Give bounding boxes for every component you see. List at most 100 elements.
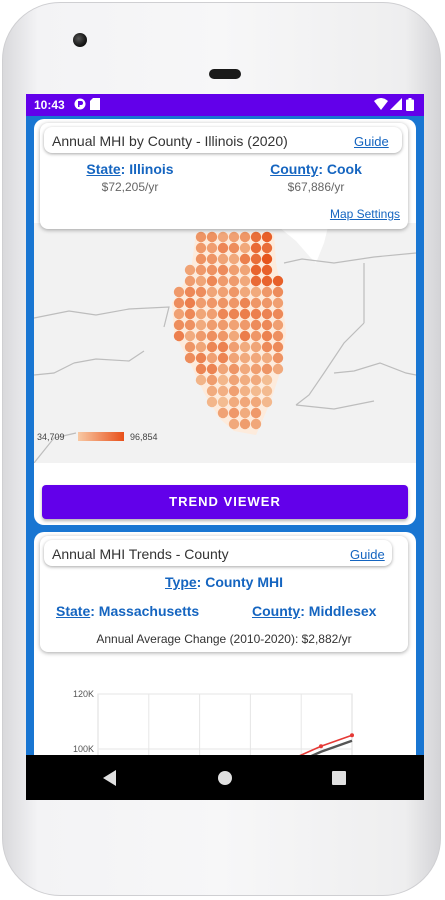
county-dot-116[interactable] <box>217 374 229 386</box>
county-dot-26[interactable] <box>239 264 251 276</box>
county-dot-59[interactable] <box>184 308 196 320</box>
county-dot-1[interactable] <box>206 231 218 243</box>
county-dot-27[interactable] <box>250 264 262 276</box>
type-selector[interactable]: Type: County MHI <box>165 574 283 590</box>
county-dot-54[interactable] <box>239 297 251 309</box>
county-dot-55[interactable] <box>250 297 262 309</box>
county-dot-64[interactable] <box>239 308 251 320</box>
county-dot-13[interactable] <box>261 242 273 254</box>
trend-state-selector[interactable]: State: Massachusetts <box>56 603 200 619</box>
series-point-4[interactable] <box>350 733 354 738</box>
county-dot-134[interactable] <box>228 407 240 419</box>
county-dot-51[interactable] <box>206 297 218 309</box>
county-dot-114[interactable] <box>195 374 207 386</box>
county-dot-20[interactable] <box>261 253 273 265</box>
county-dot-34[interactable] <box>239 275 251 287</box>
trend-viewer-button[interactable]: TREND VIEWER <box>42 485 408 519</box>
type-label[interactable]: Type <box>165 574 197 590</box>
county-dot-100[interactable] <box>217 352 229 364</box>
county-dot-119[interactable] <box>250 374 262 386</box>
trend-county-selector[interactable]: County: Middlesex <box>252 603 377 619</box>
county-dot-94[interactable] <box>250 341 262 353</box>
trend-county-label[interactable]: County <box>252 603 301 619</box>
county-dot-52[interactable] <box>217 297 229 309</box>
county-dot-86[interactable] <box>261 330 273 342</box>
county-dot-129[interactable] <box>228 396 240 408</box>
county-dot-19[interactable] <box>250 253 262 265</box>
county-dot-74[interactable] <box>239 319 251 331</box>
county-dot-123[interactable] <box>228 385 240 397</box>
county-dot-60[interactable] <box>195 308 207 320</box>
county-dot-109[interactable] <box>228 363 240 375</box>
county-dot-128[interactable] <box>217 396 229 408</box>
trend-county-value[interactable]: Middlesex <box>308 603 377 619</box>
county-dot-45[interactable] <box>250 286 262 298</box>
back-icon[interactable] <box>103 770 117 786</box>
map-guide-link[interactable]: Guide <box>354 134 389 149</box>
county-dot-69[interactable] <box>184 319 196 331</box>
county-dot-78[interactable] <box>173 330 185 342</box>
county-dot-57[interactable] <box>272 297 284 309</box>
county-dot-18[interactable] <box>239 253 251 265</box>
county-dot-0[interactable] <box>195 231 207 243</box>
county-dot-65[interactable] <box>250 308 262 320</box>
county-dot-56[interactable] <box>261 297 273 309</box>
county-dot-15[interactable] <box>206 253 218 265</box>
county-dot-89[interactable] <box>195 341 207 353</box>
county-dot-24[interactable] <box>217 264 229 276</box>
county-dot-107[interactable] <box>206 363 218 375</box>
county-dot-68[interactable] <box>173 319 185 331</box>
county-dot-12[interactable] <box>250 242 262 254</box>
county-dot-22[interactable] <box>195 264 207 276</box>
county-dot-111[interactable] <box>250 363 262 375</box>
county-dot-8[interactable] <box>206 242 218 254</box>
county-dot-44[interactable] <box>239 286 251 298</box>
county-dot-138[interactable] <box>239 418 251 430</box>
county-dot-95[interactable] <box>261 341 273 353</box>
county-dot-10[interactable] <box>228 242 240 254</box>
county-dot-132[interactable] <box>261 396 273 408</box>
county-dot-103[interactable] <box>250 352 262 364</box>
county-dot-125[interactable] <box>250 385 262 397</box>
recents-icon[interactable] <box>332 771 346 785</box>
county-dot-80[interactable] <box>195 330 207 342</box>
county-dot-14[interactable] <box>195 253 207 265</box>
county-dot-88[interactable] <box>184 341 196 353</box>
county-dot-47[interactable] <box>272 286 284 298</box>
county-dot-39[interactable] <box>184 286 196 298</box>
county-dot-53[interactable] <box>228 297 240 309</box>
county-dot-46[interactable] <box>261 286 273 298</box>
county-dot-29[interactable] <box>184 275 196 287</box>
county-selector[interactable]: County: Cook <box>270 161 362 177</box>
county-dot-63[interactable] <box>228 308 240 320</box>
county-dot-115[interactable] <box>206 374 218 386</box>
county-dot-110[interactable] <box>239 363 251 375</box>
county-dot-75[interactable] <box>250 319 262 331</box>
county-dot-62[interactable] <box>217 308 229 320</box>
illinois-map[interactable]: 34,709 96,854 <box>34 223 416 463</box>
county-dot-76[interactable] <box>261 319 273 331</box>
county-dot-4[interactable] <box>239 231 251 243</box>
county-dot-131[interactable] <box>250 396 262 408</box>
county-dot-122[interactable] <box>217 385 229 397</box>
county-dot-35[interactable] <box>250 275 262 287</box>
county-dot-36[interactable] <box>261 275 273 287</box>
county-dot-133[interactable] <box>217 407 229 419</box>
county-dot-30[interactable] <box>195 275 207 287</box>
county-dot-77[interactable] <box>272 319 284 331</box>
county-dot-5[interactable] <box>250 231 262 243</box>
county-dot-136[interactable] <box>250 407 262 419</box>
county-dot-33[interactable] <box>228 275 240 287</box>
county-dot-113[interactable] <box>272 363 284 375</box>
county-dot-37[interactable] <box>272 275 284 287</box>
county-dot-50[interactable] <box>195 297 207 309</box>
county-dot-58[interactable] <box>173 308 185 320</box>
county-dot-49[interactable] <box>184 297 196 309</box>
home-icon[interactable] <box>217 770 233 786</box>
county-dot-108[interactable] <box>217 363 229 375</box>
state-value[interactable]: Illinois <box>129 161 174 177</box>
county-dot-73[interactable] <box>228 319 240 331</box>
county-dot-99[interactable] <box>206 352 218 364</box>
county-dot-91[interactable] <box>217 341 229 353</box>
county-dot-120[interactable] <box>261 374 273 386</box>
